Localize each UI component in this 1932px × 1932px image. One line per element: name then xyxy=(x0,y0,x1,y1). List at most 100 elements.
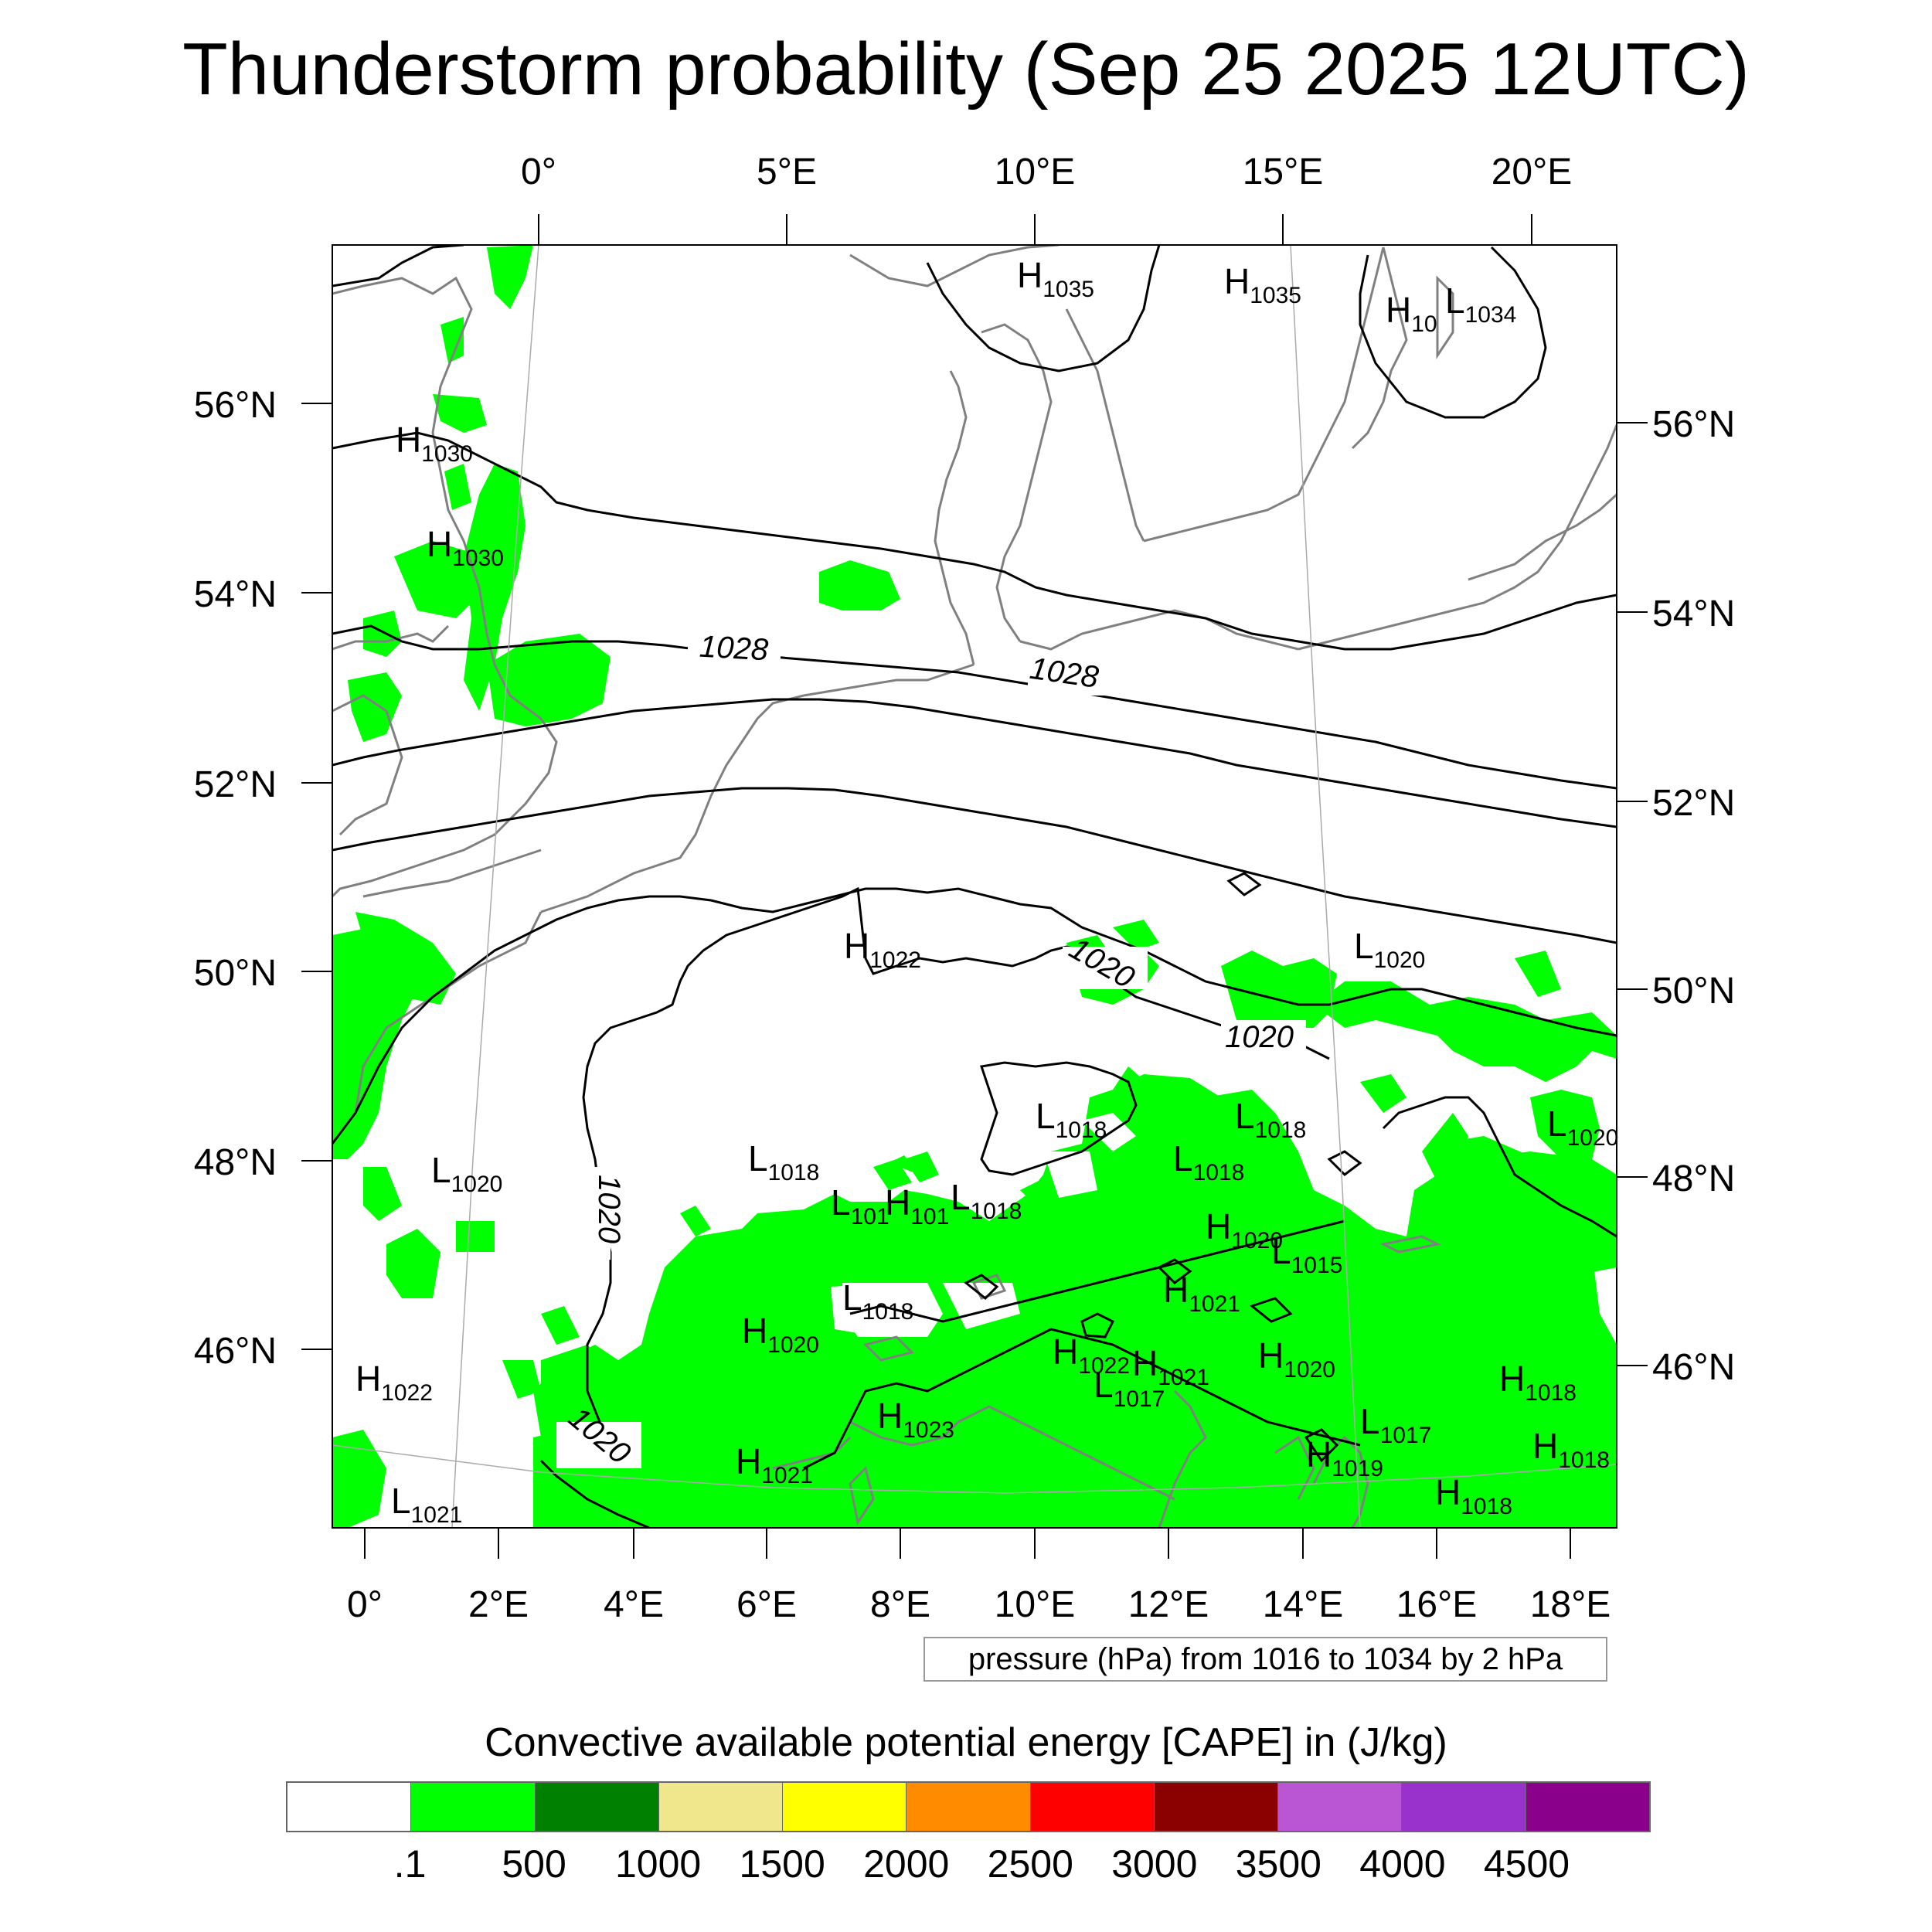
coast-germany-baltic xyxy=(1019,609,1299,651)
isobar-1018-south xyxy=(803,1328,1361,1470)
bottom-lon-label: 18°E xyxy=(1530,1584,1611,1625)
top-lon-label: 15°E xyxy=(1243,151,1324,192)
left-lat-label: 46°N xyxy=(194,1331,277,1372)
svg-text:H1018: H1018 xyxy=(1435,1472,1512,1519)
right-lat-label: 48°N xyxy=(1652,1158,1735,1199)
cape-region-south-b xyxy=(502,1360,541,1399)
svg-text:L1020: L1020 xyxy=(1354,926,1425,973)
coast-wales xyxy=(332,694,403,836)
svg-text:H1021: H1021 xyxy=(1163,1270,1240,1317)
pressure-center-type: L xyxy=(842,1277,862,1318)
pressure-center-value: 1022 xyxy=(869,947,921,973)
pressure-center-value: 1015 xyxy=(1291,1253,1343,1278)
isobar-1018-left xyxy=(964,1274,999,1301)
right-lat-label: 46°N xyxy=(1652,1347,1735,1388)
coast-norway-s xyxy=(849,245,1060,287)
pressure-center-type: L xyxy=(391,1481,411,1521)
pressure-center: H1022 xyxy=(844,926,921,973)
pressure-center-value: 1018 xyxy=(1461,1494,1512,1519)
bottom-lon-label: 8°E xyxy=(870,1584,930,1625)
bottom-lon-label: 16°E xyxy=(1396,1584,1478,1625)
pressure-center-value: 1018 xyxy=(1525,1380,1577,1406)
pressure-center-type: H xyxy=(1386,290,1411,330)
svg-text:L1015: L1015 xyxy=(1271,1231,1342,1278)
coast-france-south xyxy=(772,1436,852,1470)
colorbar-swatch xyxy=(1030,1783,1155,1831)
contour-label-bg xyxy=(1063,947,1148,989)
pressure-center: H1030 xyxy=(427,524,504,571)
contour-label-bg xyxy=(1028,657,1117,696)
isobar-small-2 xyxy=(1327,1150,1362,1176)
pressure-center-value: 1020 xyxy=(451,1172,503,1197)
pressure-center-value: 1021 xyxy=(411,1502,463,1528)
isobar-1018-ring xyxy=(980,1061,1138,1176)
cape-region-biscay xyxy=(332,1430,386,1528)
colorbar-label: 2000 xyxy=(863,1842,950,1886)
map-title: Thunderstorm probability (Sep 25 2025 12… xyxy=(182,28,1750,111)
pressure-center-type: L xyxy=(431,1150,451,1190)
pressure-center-type: H xyxy=(1053,1332,1078,1372)
pressure-center: L101 xyxy=(831,1182,889,1230)
pressure-center-type: H xyxy=(1163,1270,1189,1310)
cape-region-france-nw xyxy=(363,1167,402,1221)
map-border xyxy=(332,244,1617,1529)
pressure-center: H1022 xyxy=(1053,1332,1130,1379)
pressure-center-value: 1030 xyxy=(421,441,473,467)
isobar-1024 xyxy=(332,887,1617,1145)
colorbar-label: 3500 xyxy=(1235,1842,1321,1886)
pressure-center-type: H xyxy=(1017,255,1043,295)
pressure-center-type: L xyxy=(1271,1231,1291,1271)
isobar-1032 xyxy=(332,431,1617,651)
pressure-center-value: 1018 xyxy=(862,1299,914,1325)
isobar-1028 xyxy=(332,698,1617,828)
cape-region-se xyxy=(1499,1036,1538,1066)
cape-hole-czech xyxy=(1043,1151,1097,1198)
colorbar-swatch xyxy=(1154,1783,1279,1831)
pressure-center-type: H xyxy=(355,1359,381,1399)
bottom-lon-labels: 0° 2°E 4°E 6°E 8°E 10°E 12°E 14°E 16°E 1… xyxy=(347,1584,1611,1625)
pressure-center-type: L xyxy=(1173,1138,1193,1179)
pressure-center-type: L xyxy=(1360,1401,1380,1441)
pressure-center-type: L xyxy=(1445,281,1465,321)
pressure-center-type: H xyxy=(885,1182,910,1223)
cape-region-england-east xyxy=(394,541,479,618)
svg-text:H1035: H1035 xyxy=(1017,255,1094,302)
contour-label: 1020 xyxy=(592,1175,626,1243)
left-lat-label: 48°N xyxy=(194,1142,277,1183)
colorbar xyxy=(286,1781,1651,1832)
coast-uk-south xyxy=(362,849,542,898)
colorbar-label: .1 xyxy=(393,1842,427,1886)
pressure-center: L1018 xyxy=(748,1138,819,1185)
colorbar-label: 3000 xyxy=(1111,1842,1198,1886)
cape-region-sw-patch xyxy=(773,1368,827,1414)
top-lon-label: 20°E xyxy=(1492,151,1573,192)
svg-text:L1017: L1017 xyxy=(1360,1401,1431,1448)
pressure-center-type: L xyxy=(1094,1365,1114,1405)
pressure-center: H1035 xyxy=(1224,261,1301,308)
svg-text:L1020: L1020 xyxy=(431,1150,502,1197)
cape-region-germany-s2 xyxy=(904,1151,939,1182)
left-lat-labels: 56°N 54°N 52°N 50°N 48°N 46°N xyxy=(194,385,277,1372)
svg-text:L1020: L1020 xyxy=(1547,1104,1618,1151)
cape-region-hungary-east xyxy=(1530,1090,1600,1159)
cape-region-romania-right xyxy=(1546,1229,1617,1275)
pressure-center-value: 1020 xyxy=(1567,1125,1619,1151)
contour-labels: 1028 1028 1020 1020 1020 1020 xyxy=(556,628,1306,1471)
isobar-1020-south xyxy=(539,1459,650,1528)
cape-region-north-sea-small xyxy=(819,560,900,611)
contour-label-bg xyxy=(572,1167,611,1260)
cape-region-germany-s1 xyxy=(873,1159,912,1190)
pressure-center-value: 1021 xyxy=(1189,1291,1240,1317)
top-lon-labels: 0° 5°E 10°E 15°E 20°E xyxy=(521,151,1572,192)
pressure-center: H1022 xyxy=(355,1359,433,1406)
parallel-45n xyxy=(332,1444,1617,1494)
bottom-lon-label: 14°E xyxy=(1263,1584,1344,1625)
pressure-center-type: H xyxy=(396,420,421,460)
bottom-lon-label: 4°E xyxy=(604,1584,664,1625)
isobar-1026 xyxy=(332,787,1617,944)
right-lat-label: 50°N xyxy=(1652,971,1735,1012)
cape-region-france-north xyxy=(355,912,456,1005)
left-lat-label: 52°N xyxy=(194,764,277,805)
svg-text:L1018: L1018 xyxy=(1036,1096,1107,1143)
isobar-1016-hole3 xyxy=(1249,1297,1293,1323)
